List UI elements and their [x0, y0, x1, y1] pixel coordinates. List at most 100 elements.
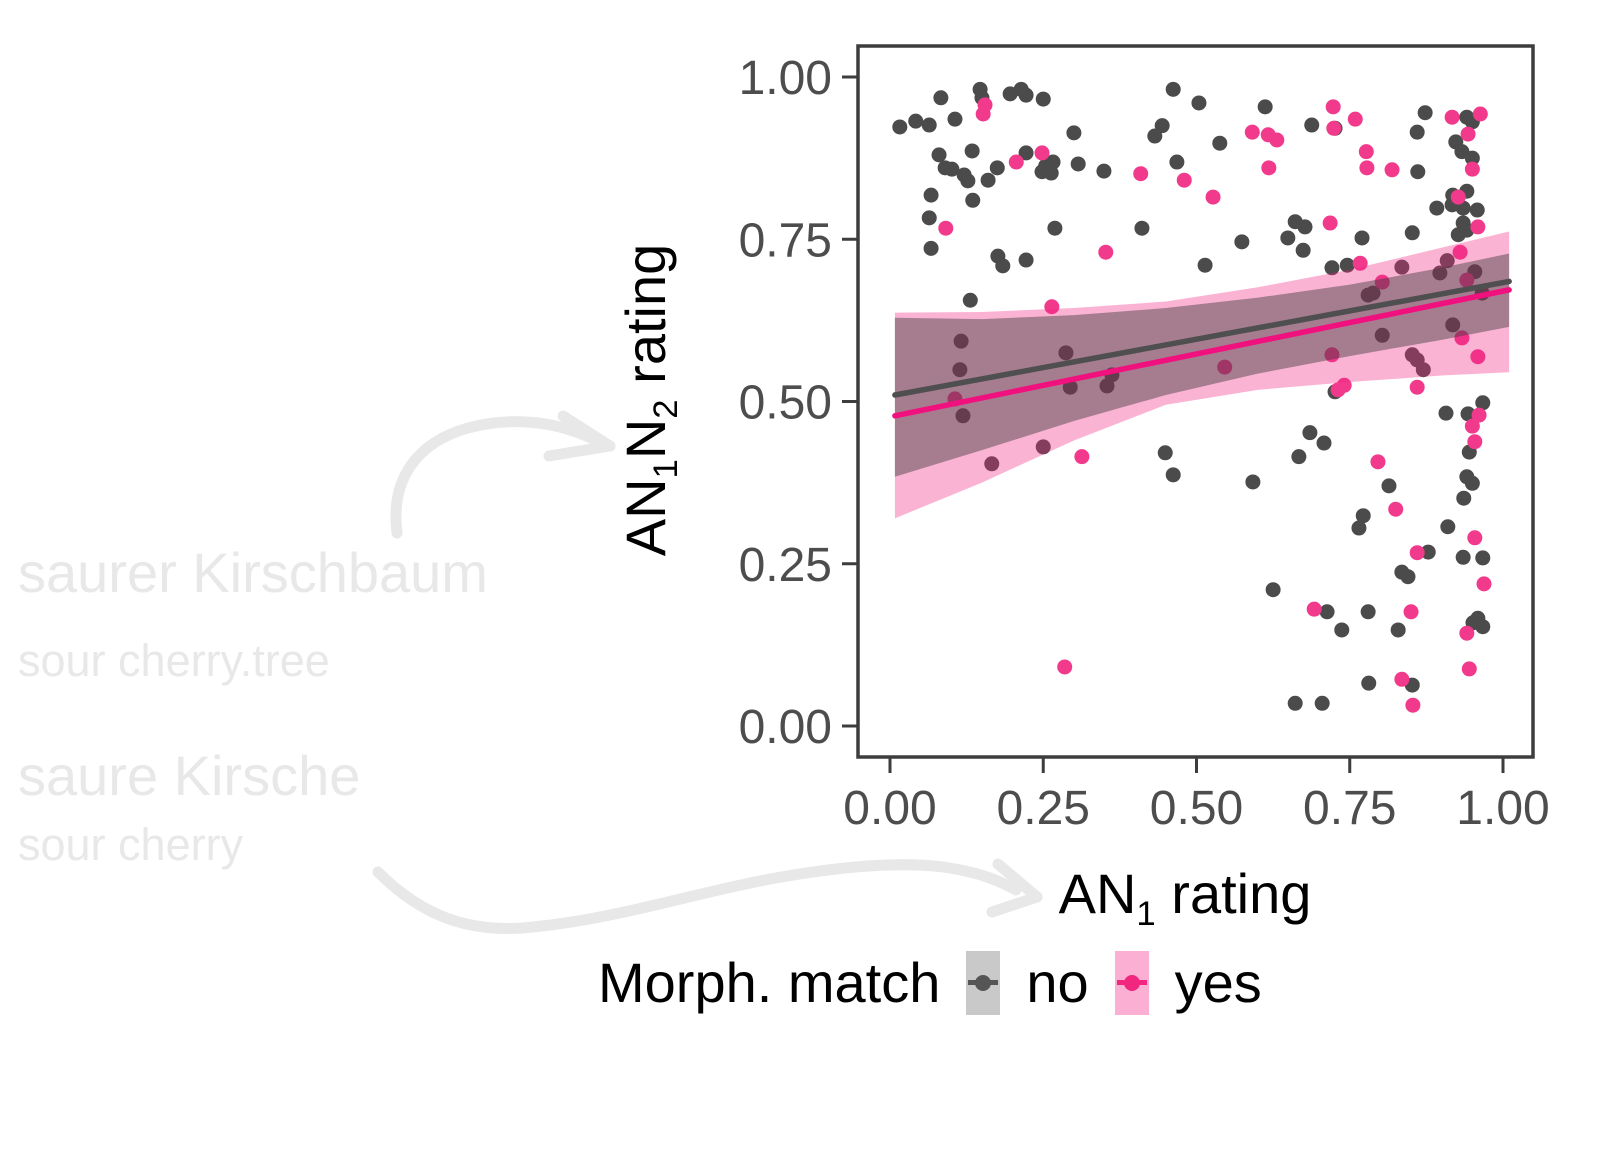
data-point-no: [1035, 439, 1051, 455]
data-point-no: [953, 333, 969, 349]
data-point-no: [1404, 225, 1420, 241]
data-point-yes: [1269, 132, 1285, 148]
data-point-no: [984, 456, 1000, 472]
data-point-yes: [1470, 219, 1486, 235]
data-point-no: [1302, 425, 1318, 441]
watermark-english-cherry: sour cherry: [18, 819, 244, 870]
data-point-no: [1361, 675, 1377, 691]
data-point-no: [931, 147, 947, 163]
data-point-no: [1147, 128, 1163, 144]
data-point-no: [964, 143, 980, 159]
watermark-english-tree: sour cherry.tree: [18, 635, 330, 686]
data-point-no: [1456, 490, 1472, 506]
data-point-yes: [1352, 255, 1368, 271]
data-point-no: [1415, 362, 1431, 378]
data-point-no: [1291, 449, 1307, 465]
data-point-no: [1212, 135, 1228, 151]
data-point-yes: [1472, 106, 1488, 122]
data-point-no: [1354, 230, 1370, 246]
data-point-no: [1047, 220, 1063, 236]
data-point-no: [1045, 154, 1061, 170]
data-point-yes: [1388, 501, 1404, 517]
data-point-no: [1157, 445, 1173, 461]
data-point-no: [1394, 259, 1410, 275]
data-point-no: [1062, 379, 1078, 395]
data-point-no: [1169, 154, 1185, 170]
data-point-yes: [975, 106, 991, 122]
data-point-yes: [1261, 160, 1277, 176]
data-point-yes: [1476, 576, 1492, 592]
data-point-no: [1165, 467, 1181, 483]
data-point-yes: [1444, 109, 1460, 125]
data-point-yes: [1450, 189, 1466, 205]
y-axis-title: AN1N2 rating: [614, 244, 685, 557]
data-point-no: [1280, 230, 1296, 246]
data-point-no: [1455, 215, 1471, 231]
data-point-no: [1096, 163, 1112, 179]
data-point-no: [1464, 475, 1480, 491]
data-point-yes: [1326, 120, 1342, 136]
data-point-no: [1257, 99, 1273, 115]
data-point-no: [1295, 242, 1311, 258]
data-point-yes: [1098, 244, 1114, 260]
arrow-to-y-axis-icon: [390, 410, 616, 539]
data-point-yes: [1322, 215, 1338, 231]
data-point-no: [908, 113, 924, 129]
data-point-yes: [1347, 111, 1363, 127]
data-point-yes: [1325, 99, 1341, 115]
data-point-no: [1439, 253, 1455, 269]
data-point-no: [1365, 285, 1381, 301]
legend-label-yes: yes: [1174, 951, 1262, 1014]
data-point-no: [1018, 87, 1034, 103]
data-point-no: [965, 192, 981, 208]
trend-line-no: [892, 278, 1512, 398]
data-point-yes: [1470, 349, 1486, 365]
data-point-yes: [1074, 449, 1090, 465]
data-point-no: [1400, 569, 1416, 585]
data-point-no: [1440, 519, 1456, 535]
x-tick-label: 1.00: [1456, 782, 1549, 835]
data-point-yes: [1205, 189, 1221, 205]
data-point-no: [1066, 125, 1082, 141]
data-point-yes: [1133, 166, 1149, 182]
data-point-no: [1390, 622, 1406, 638]
axis-title-part: rating: [614, 243, 677, 400]
data-point-yes: [1452, 244, 1468, 260]
data-point-no: [1409, 124, 1425, 140]
axis-title-part: 1: [1136, 895, 1156, 934]
data-point-no: [1018, 145, 1034, 161]
data-point-yes: [938, 220, 954, 236]
data-point-no: [1287, 695, 1303, 711]
data-point-no: [1304, 117, 1320, 133]
data-point-no: [1070, 156, 1086, 172]
x-tick-label: 0.50: [1150, 782, 1243, 835]
data-point-no: [1134, 220, 1150, 236]
data-point-no: [1165, 81, 1181, 97]
data-point-no: [1360, 604, 1376, 620]
data-point-yes: [1044, 299, 1060, 315]
data-point-yes: [1324, 347, 1340, 363]
data-point-yes: [1008, 154, 1024, 170]
data-point-yes: [1176, 172, 1192, 188]
data-point-no: [1265, 582, 1281, 598]
y-tick-label: 0.00: [739, 701, 832, 754]
data-point-no: [955, 408, 971, 424]
data-point-no: [989, 160, 1005, 176]
watermark-german-tree: saurer Kirschbaum: [18, 541, 488, 604]
data-point-no: [995, 258, 1011, 274]
data-point-no: [1316, 435, 1332, 451]
data-point-yes: [1217, 359, 1233, 375]
confidence-ribbon-yes: [894, 231, 1510, 519]
data-point-no: [1455, 549, 1471, 565]
data-point-no: [923, 240, 939, 256]
data-point-no: [980, 172, 996, 188]
x-axis-title: AN1 rating: [1040, 866, 1330, 932]
data-point-no: [1319, 604, 1335, 620]
data-point-yes: [1454, 330, 1470, 346]
data-point-no: [1339, 257, 1355, 273]
data-point-yes: [1467, 434, 1483, 450]
data-point-no: [947, 111, 963, 127]
data-point-yes: [1374, 274, 1390, 290]
